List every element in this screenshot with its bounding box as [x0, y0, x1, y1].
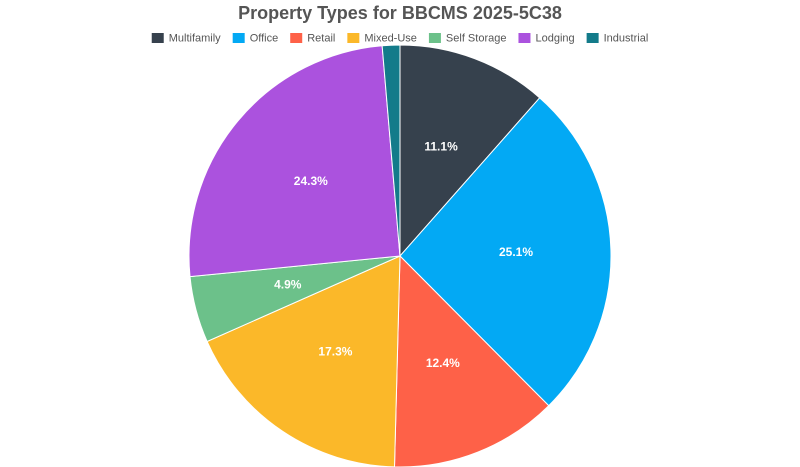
pie-slice — [206, 255, 401, 467]
pie — [188, 44, 612, 467]
legend-swatch — [232, 33, 245, 43]
legend: Multifamily Office Retail Mixed-Use Self Sto… — [151, 32, 649, 44]
slice-label: 4.9% — [274, 278, 302, 292]
slice-label: 17.3% — [318, 345, 352, 359]
slice-label: 25.1% — [499, 245, 533, 259]
legend-swatch — [428, 33, 441, 43]
legend-label: Multifamily — [169, 32, 221, 44]
legend-label: Retail — [307, 32, 335, 44]
slice-label: 24.3% — [294, 174, 328, 188]
slice-labels: 11.1% 25.1% 12.4% 17.3% 4.9% 24.3% — [274, 140, 533, 370]
legend-item: Retail — [290, 32, 335, 44]
legend-swatch — [151, 33, 164, 43]
slice-label: 11.1% — [424, 140, 458, 154]
chart-title: Property Types for BBCMS 2025-5C38 — [238, 3, 562, 23]
legend-item: Office — [232, 32, 279, 44]
pie-slice — [399, 44, 541, 258]
pie-slice — [188, 45, 401, 278]
legend-swatch — [347, 33, 360, 43]
legend-label: Lodging — [535, 32, 574, 44]
legend-swatch — [518, 33, 531, 43]
legend-swatch — [290, 33, 303, 43]
legend-item: Multifamily — [151, 32, 221, 44]
pie-slice — [381, 44, 401, 257]
legend-label: Self Storage — [446, 32, 507, 44]
legend-item: Mixed-Use — [347, 32, 417, 44]
legend-label: Industrial — [604, 32, 649, 44]
legend-swatch — [586, 33, 599, 43]
legend-label: Mixed-Use — [364, 32, 417, 44]
legend-item: Self Storage — [428, 32, 507, 44]
slice-label: 12.4% — [426, 356, 460, 370]
legend-item: Industrial — [586, 32, 649, 44]
pie-slice — [399, 97, 612, 407]
legend-label: Office — [250, 32, 279, 44]
legend-item: Lodging — [518, 32, 575, 44]
